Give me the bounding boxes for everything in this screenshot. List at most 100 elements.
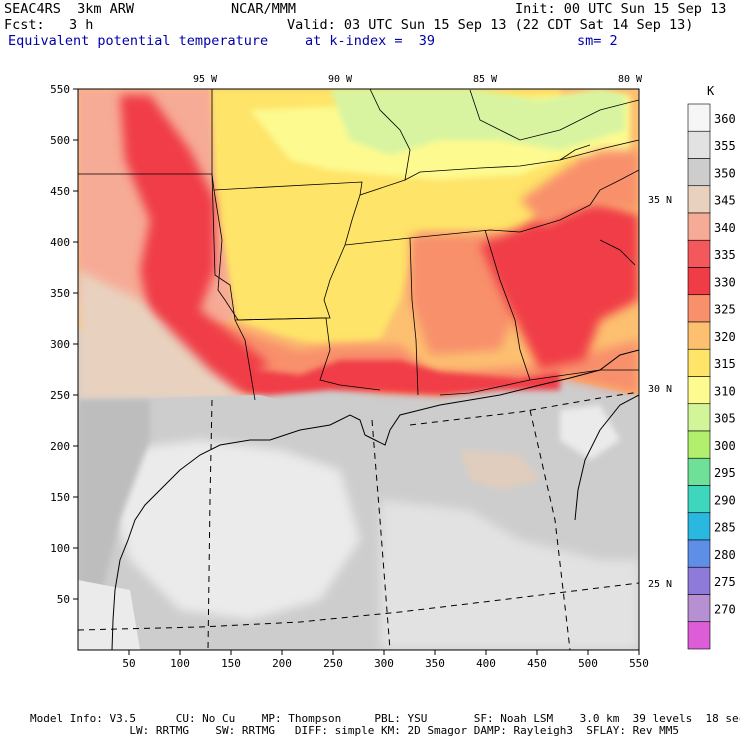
y-tick-label: 200 bbox=[50, 440, 70, 453]
colorbar-label: 355 bbox=[714, 139, 736, 153]
latitude-label: 30 N bbox=[648, 384, 672, 395]
colorbar-label: 275 bbox=[714, 575, 736, 589]
colorbar-label: 360 bbox=[714, 112, 736, 126]
colorbar-swatch bbox=[687, 158, 711, 187]
x-axis: 50 100 150 200 250 300 350 400 450 500 550 bbox=[122, 650, 649, 670]
graticule bbox=[78, 391, 639, 650]
y-tick-label: 350 bbox=[50, 287, 70, 300]
y-tick-label: 450 bbox=[50, 185, 70, 198]
x-tick-label: 200 bbox=[272, 657, 292, 670]
longitude-labels: 95 W 90 W 85 W 80 W bbox=[193, 74, 643, 85]
longitude-label: 80 W bbox=[618, 74, 643, 85]
y-tick-label: 50 bbox=[57, 593, 70, 606]
latitude-labels: 35 N 30 N 25 N bbox=[648, 195, 672, 590]
forecast-hour: Fcst: 3 h bbox=[4, 17, 94, 33]
y-axis: 50 100 150 200 250 300 350 400 450 500 550 bbox=[50, 83, 78, 606]
x-tick-label: 450 bbox=[527, 657, 547, 670]
y-tick-label: 400 bbox=[50, 236, 70, 249]
colorbar-label: 305 bbox=[714, 412, 736, 426]
colorbar-swatch bbox=[687, 621, 711, 650]
colorbar-label: 330 bbox=[714, 275, 736, 289]
mexico-grey bbox=[78, 400, 150, 640]
valid-time: Valid: 03 UTC Sun 15 Sep 13 (22 CDT Sat … bbox=[287, 17, 694, 33]
colorbar-label: 300 bbox=[714, 439, 736, 453]
coastline bbox=[111, 349, 639, 650]
y-tick-label: 300 bbox=[50, 338, 70, 351]
colorbar-unit: K bbox=[707, 84, 715, 98]
y-tick-label: 550 bbox=[50, 83, 70, 96]
colorbar-swatch bbox=[687, 539, 711, 568]
colorbar-swatch bbox=[687, 348, 711, 377]
x-tick-label: 100 bbox=[170, 657, 190, 670]
x-tick-label: 250 bbox=[323, 657, 343, 670]
texas-tan bbox=[78, 270, 250, 400]
gulf-light-south bbox=[380, 500, 639, 650]
colorbar-label: 340 bbox=[714, 221, 736, 235]
colorbar-label: 295 bbox=[714, 466, 736, 480]
orange-band bbox=[150, 280, 639, 395]
colorbar-label: 345 bbox=[714, 194, 736, 208]
x-tick-label: 350 bbox=[425, 657, 445, 670]
longitude-label: 95 W bbox=[193, 74, 218, 85]
colorbar-swatch bbox=[687, 485, 711, 514]
colorbar-swatch bbox=[687, 212, 711, 241]
latitude-label: 25 N bbox=[648, 579, 672, 590]
x-tick-label: 500 bbox=[578, 657, 598, 670]
colorbar-swatch bbox=[687, 512, 711, 541]
colorbar-label: 350 bbox=[714, 166, 736, 180]
latitude-label: 35 N bbox=[648, 195, 672, 206]
florida-west-light bbox=[560, 405, 620, 460]
smoothing-info: sm= 2 bbox=[577, 33, 618, 49]
x-tick-label: 400 bbox=[476, 657, 496, 670]
colorbar-swatch bbox=[687, 321, 711, 350]
colorbar-label: 310 bbox=[714, 384, 736, 398]
colorbar-label: 285 bbox=[714, 521, 736, 535]
colorbar-label: 335 bbox=[714, 248, 736, 262]
carolina-orange bbox=[520, 150, 639, 225]
model-info-line2: LW: RRTMG SW: RRTMG DIFF: simple KM: 2D … bbox=[30, 724, 680, 737]
longitude-label: 85 W bbox=[473, 74, 498, 85]
y-tick-label: 150 bbox=[50, 491, 70, 504]
field-name: Equivalent potential temperature bbox=[8, 33, 269, 49]
colorbar-swatch bbox=[687, 130, 711, 159]
x-tick-label: 150 bbox=[221, 657, 241, 670]
colorbar-swatch bbox=[687, 103, 711, 132]
colorbar-label: 290 bbox=[714, 493, 736, 507]
colorbar-label: 280 bbox=[714, 548, 736, 562]
southeast-red bbox=[480, 200, 639, 370]
y-tick-label: 250 bbox=[50, 389, 70, 402]
y-tick-label: 100 bbox=[50, 542, 70, 555]
green-region bbox=[330, 89, 625, 155]
colorbar-swatch bbox=[687, 566, 711, 595]
colorbar-swatch bbox=[687, 294, 711, 323]
init-time: Init: 00 UTC Sun 15 Sep 13 bbox=[515, 1, 727, 17]
map-frame bbox=[77, 88, 640, 651]
x-tick-label: 300 bbox=[374, 657, 394, 670]
colorbar-label: 325 bbox=[714, 303, 736, 317]
colorbar-label: 270 bbox=[714, 602, 736, 616]
y-tick-label: 500 bbox=[50, 134, 70, 147]
state-borders bbox=[78, 89, 639, 401]
colorbar-swatch bbox=[687, 185, 711, 214]
colorbar: K 360 355 350 345 340 335 330 325 320 315 310 305 300… bbox=[687, 84, 736, 650]
model-info-line1: Model Info: V3.5 CU: No Cu MP: Thompson … bbox=[30, 712, 740, 725]
x-tick-label: 50 bbox=[122, 657, 135, 670]
colorbar-swatch bbox=[687, 403, 711, 432]
mexico-light bbox=[78, 580, 140, 650]
level-info: at k-index = 39 bbox=[305, 33, 436, 49]
model-title: SEAC4RS 3km ARW bbox=[4, 1, 135, 17]
gulf-tan-patch bbox=[460, 450, 540, 490]
theta-e-field bbox=[78, 89, 639, 650]
colorbar-swatch bbox=[687, 594, 711, 623]
longitude-label: 90 W bbox=[328, 74, 353, 85]
colorbar-swatch bbox=[687, 457, 711, 486]
colorbar-swatch bbox=[687, 376, 711, 405]
colorbar-swatch bbox=[687, 267, 711, 296]
west-red bbox=[120, 95, 270, 380]
x-tick-label: 550 bbox=[629, 657, 649, 670]
center-title: NCAR/MMM bbox=[231, 1, 297, 17]
colorbar-swatch bbox=[687, 430, 711, 459]
colorbar-swatch bbox=[687, 239, 711, 268]
colorbar-label: 315 bbox=[714, 357, 736, 371]
